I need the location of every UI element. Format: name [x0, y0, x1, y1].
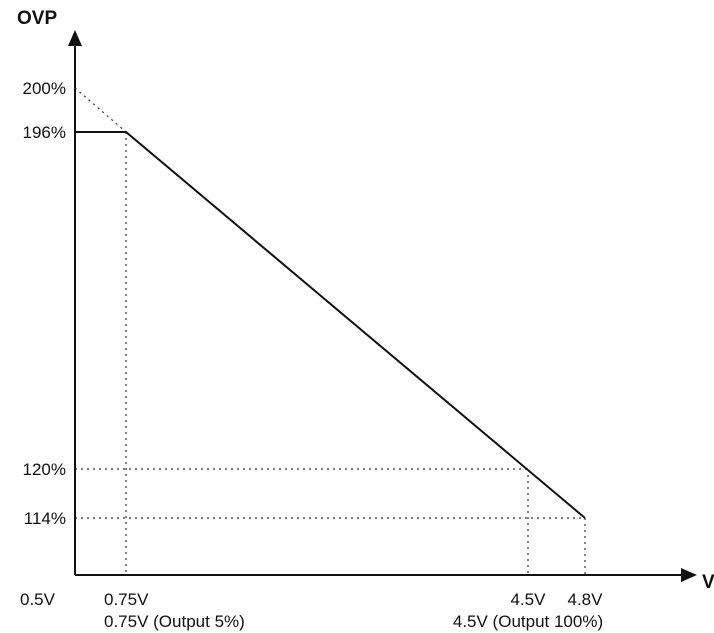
x-axis-title: VCI [702, 572, 714, 593]
x-tick-label: 0.75V [104, 590, 149, 609]
axes [68, 30, 697, 582]
x-tick-label: 4.8V [568, 590, 604, 609]
y-tick-label: 200% [23, 79, 66, 98]
x-tick-label: 4.5V [511, 590, 547, 609]
y-tick-label: 114% [24, 509, 66, 528]
labels: OVP VCI 200% 196% 120% 114% 0.5V 0.75V 4.5V 4.8V 0… [17, 8, 714, 631]
x-tick-label: 0.5V [20, 590, 56, 609]
extrapolation-line [74, 87, 127, 133]
y-tick-label: 120% [23, 460, 66, 479]
y-axis-title: OVP [17, 8, 57, 29]
x-annotation: 4.5V (Output 100%) [453, 612, 603, 631]
reference-lines [75, 132, 586, 575]
x-annotation: 0.75V (Output 5%) [104, 612, 245, 631]
x-axis-arrow [681, 568, 697, 582]
ovp-curve [75, 131, 586, 519]
data-series [74, 87, 586, 519]
y-tick-label: 196% [23, 123, 66, 142]
y-axis-arrow [68, 30, 82, 46]
